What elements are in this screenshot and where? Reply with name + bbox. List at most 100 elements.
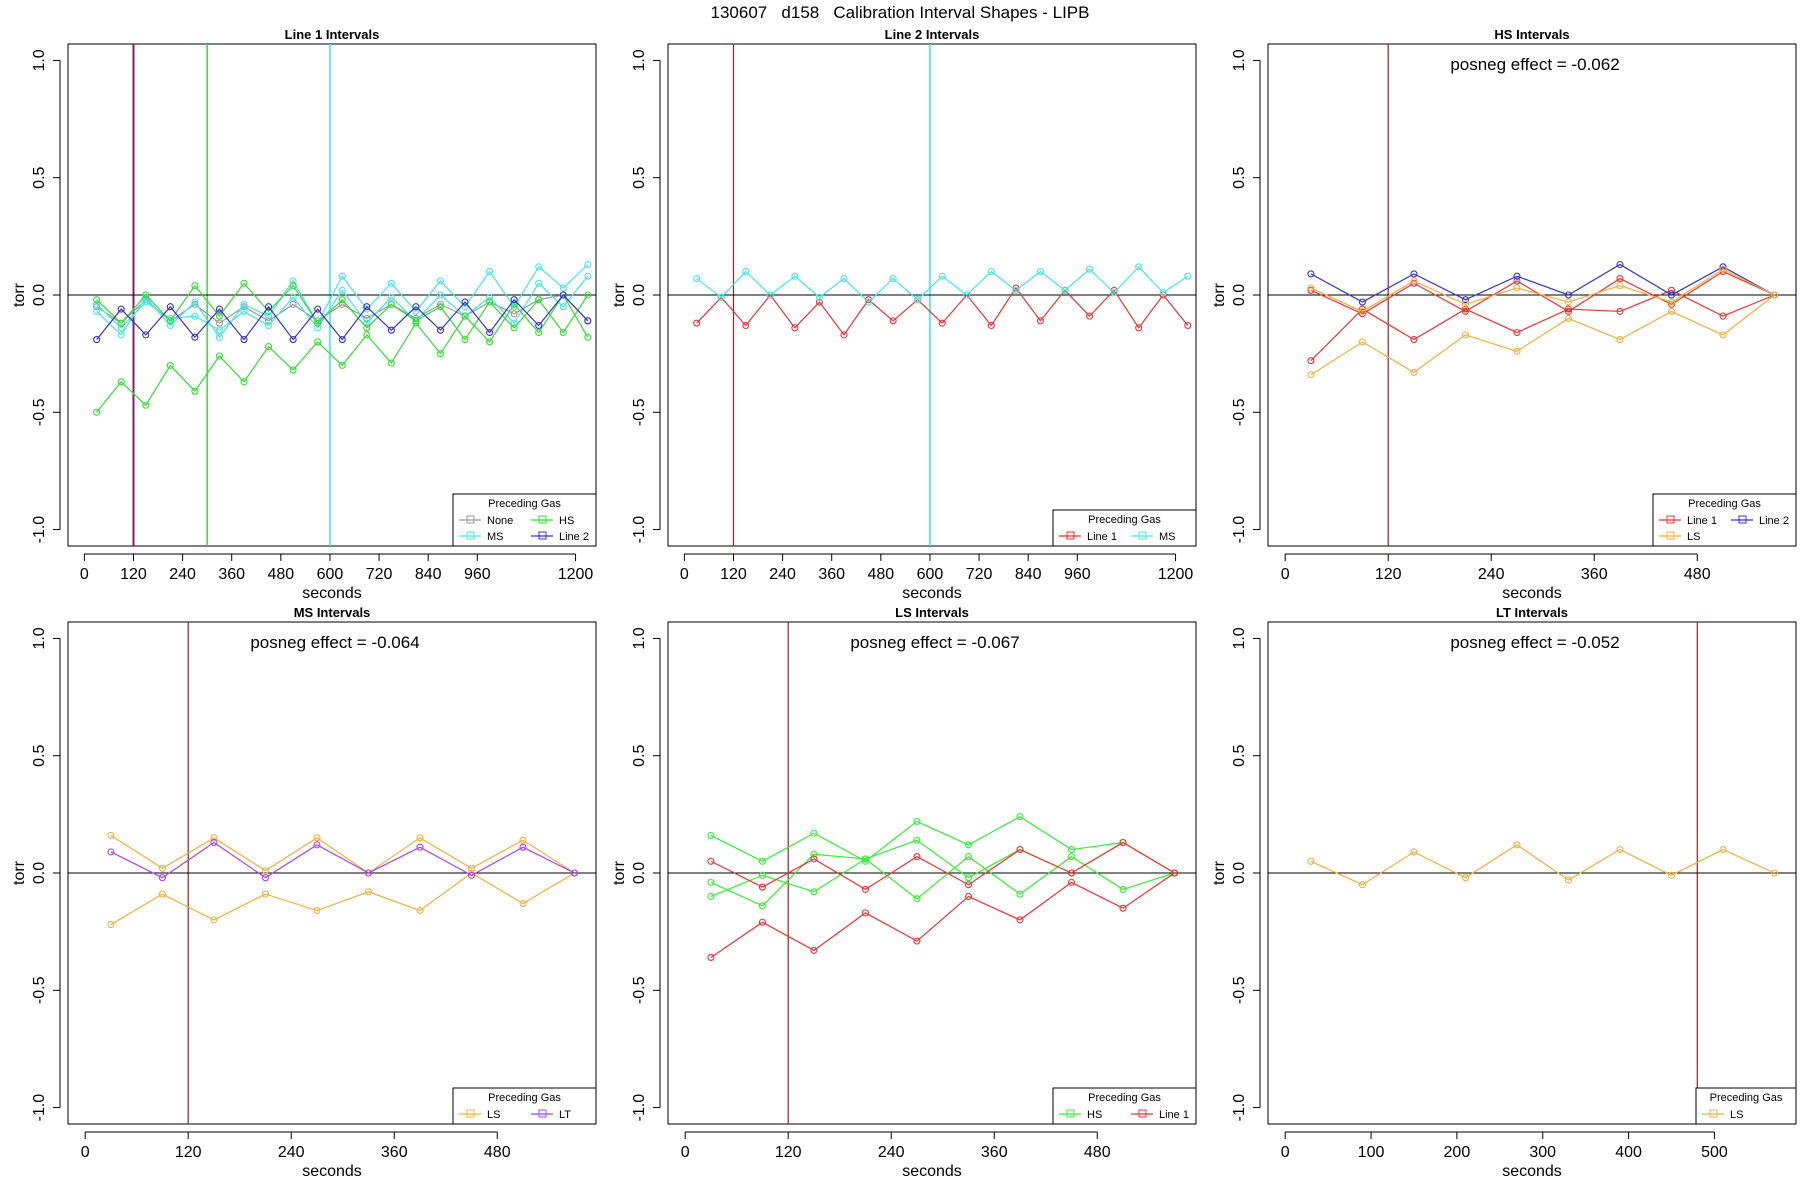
- data-point: [1667, 291, 1676, 299]
- y-tick-label: 0.0: [1231, 862, 1248, 884]
- y-tick-label: 0.5: [631, 166, 648, 188]
- data-point: [742, 321, 750, 330]
- data-point: [265, 317, 273, 325]
- data-point: [240, 378, 248, 386]
- legend-title: Preceding Gas: [1088, 514, 1161, 526]
- x-tick-label: 120: [775, 1144, 802, 1161]
- data-point: [265, 312, 273, 320]
- legend-box: [452, 1087, 597, 1125]
- x-axis-label: seconds: [302, 585, 362, 600]
- data-point: [364, 869, 373, 877]
- data-point: [1667, 871, 1676, 879]
- y-tick-label: 0.5: [1231, 744, 1248, 766]
- x-tick-label: 120: [120, 566, 147, 583]
- chart-title: MS Intervals: [294, 605, 371, 620]
- legend-item-label: None: [487, 515, 513, 527]
- data-point: [289, 282, 297, 290]
- data-point: [117, 378, 125, 386]
- data-point: [289, 366, 297, 374]
- data-point: [791, 272, 799, 280]
- x-tick-label: 840: [415, 566, 442, 583]
- y-tick-label: 1.0: [1231, 627, 1248, 649]
- data-point: [210, 916, 218, 924]
- data-point: [1564, 291, 1573, 299]
- data-point: [938, 272, 946, 280]
- data-point: [93, 296, 101, 304]
- data-point: [519, 836, 527, 844]
- legend-swatch-marker: [466, 1109, 475, 1118]
- data-point: [1410, 368, 1418, 376]
- data-point: [758, 857, 766, 865]
- data-point: [510, 296, 518, 304]
- series-line: [1310, 844, 1775, 886]
- data-point: [1719, 845, 1727, 854]
- x-tick-label: 120: [1375, 566, 1402, 583]
- data-point: [559, 284, 567, 292]
- y-tick-label: 1.0: [31, 49, 48, 71]
- data-point: [693, 319, 701, 327]
- data-point: [1358, 298, 1366, 306]
- y-tick-label: 0.0: [631, 862, 648, 884]
- data-point: [166, 361, 174, 369]
- data-point: [107, 848, 115, 856]
- data-point: [240, 300, 248, 308]
- y-tick-label: 0.0: [631, 284, 648, 306]
- data-point: [987, 321, 995, 330]
- legend-swatch-marker: [1738, 515, 1747, 524]
- y-tick-label: 0.5: [631, 744, 648, 766]
- data-point: [1307, 270, 1315, 278]
- data-point: [117, 319, 125, 327]
- data-point: [914, 296, 922, 304]
- data-point: [1159, 289, 1167, 297]
- data-point: [191, 282, 199, 290]
- data-point: [314, 305, 322, 313]
- chart-svg: LS Intervals 0 120 240 360 480 seconds -1.0 -0.5…: [611, 605, 1197, 1178]
- data-point: [364, 888, 373, 896]
- data-point: [535, 263, 543, 271]
- data-point: [338, 361, 346, 369]
- data-point: [1461, 296, 1470, 304]
- data-point: [535, 296, 543, 304]
- chart-title: Line 1 Intervals: [285, 27, 380, 42]
- data-point: [964, 892, 973, 901]
- data-point: [889, 317, 897, 325]
- data-point: [1461, 307, 1470, 315]
- panel-line2-intervals: Line 2 Intervals 0 120 240 360 480 600 720 840 96…: [600, 24, 1200, 600]
- data-point: [1719, 312, 1727, 320]
- data-point: [261, 874, 270, 882]
- data-point: [1016, 845, 1024, 854]
- data-point: [1016, 813, 1024, 821]
- data-point: [412, 319, 420, 327]
- data-point: [265, 321, 273, 330]
- data-point: [314, 338, 322, 346]
- x-tick-label: 300: [1529, 1144, 1556, 1161]
- data-point: [240, 279, 248, 287]
- data-point: [791, 324, 799, 332]
- data-point: [1616, 260, 1624, 269]
- data-point: [142, 331, 150, 339]
- data-point: [758, 902, 766, 910]
- data-point: [510, 324, 518, 332]
- x-tick-label: 960: [464, 566, 491, 583]
- data-point: [1719, 265, 1727, 273]
- data-point: [758, 871, 766, 879]
- y-tick-label: 1.0: [631, 49, 648, 71]
- y-tick-label: -0.5: [31, 976, 48, 1004]
- data-point: [815, 298, 823, 306]
- x-tick-label: 1200: [558, 566, 594, 583]
- data-point: [519, 899, 527, 908]
- data-point: [584, 333, 592, 341]
- chart-title: LS Intervals: [895, 605, 969, 620]
- data-point: [313, 834, 321, 842]
- chart-svg: Line 1 Intervals 0 120 240 360 480 600 720 840 96…: [11, 27, 597, 600]
- x-tick-label: 480: [484, 1144, 511, 1161]
- data-point: [707, 878, 715, 886]
- series-line: [710, 855, 1175, 900]
- data-point: [158, 874, 166, 882]
- x-tick-label: 0: [681, 1144, 690, 1161]
- data-point: [338, 336, 346, 344]
- data-point: [815, 293, 823, 301]
- data-point: [1513, 841, 1521, 849]
- data-point: [742, 267, 750, 276]
- data-point: [510, 319, 518, 327]
